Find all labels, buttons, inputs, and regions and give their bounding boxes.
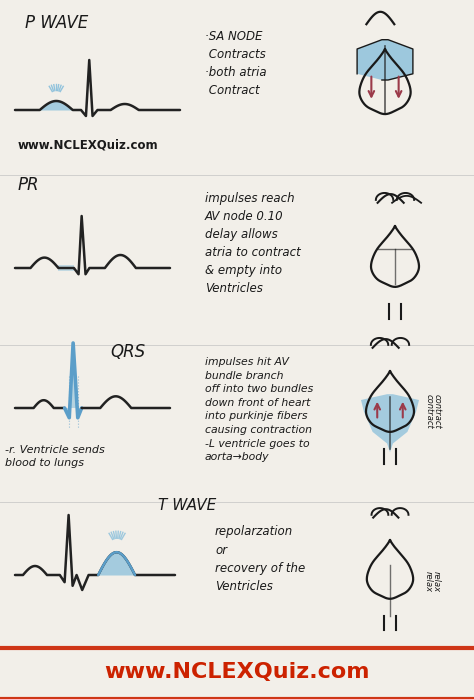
Text: P WAVE: P WAVE [25, 14, 88, 32]
Text: ·SA NODE
 Contracts
·both atria
 Contract: ·SA NODE Contracts ·both atria Contract [205, 30, 266, 97]
Text: repolarzation
or
recovery of the
Ventricles: repolarzation or recovery of the Ventric… [215, 525, 305, 593]
Text: PR: PR [18, 176, 39, 194]
Text: relax: relax [431, 572, 440, 593]
Text: QRS: QRS [110, 343, 145, 361]
Text: contract: contract [425, 394, 434, 429]
Text: www.NCLEXQuiz.com: www.NCLEXQuiz.com [18, 138, 159, 151]
Text: -r. Ventricle sends
blood to lungs: -r. Ventricle sends blood to lungs [5, 445, 105, 468]
Text: impulses hit AV
bundle branch
off into two bundles
down front of heart
into purk: impulses hit AV bundle branch off into t… [205, 357, 313, 462]
Text: relax: relax [424, 572, 433, 593]
Text: www.NCLEXQuiz.com: www.NCLEXQuiz.com [104, 662, 370, 682]
Polygon shape [64, 343, 82, 418]
Text: contract: contract [433, 394, 442, 429]
Text: T WAVE: T WAVE [158, 498, 216, 513]
Polygon shape [361, 394, 419, 452]
Polygon shape [357, 40, 413, 80]
Text: impulses reach
AV node 0.10
delay allows
atria to contract
& empty into
Ventricl: impulses reach AV node 0.10 delay allows… [205, 192, 301, 295]
